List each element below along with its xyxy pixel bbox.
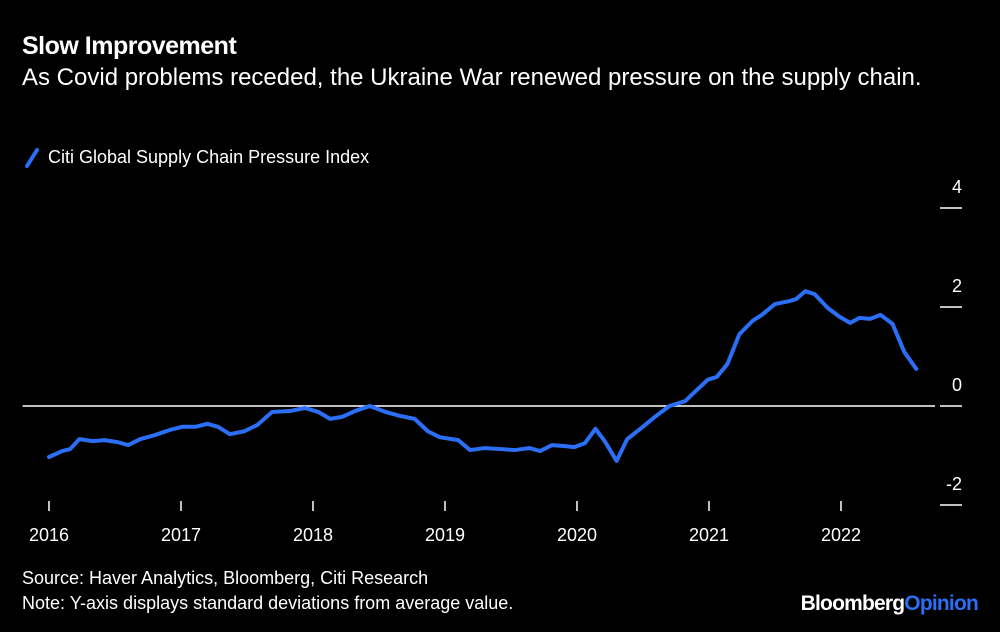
note: Note: Y-axis displays standard deviation…: [22, 593, 513, 613]
brand: BloombergOpinion: [801, 592, 978, 615]
y-tick-label: 4: [952, 177, 962, 197]
x-tick-label: 2016: [29, 525, 69, 545]
series-line: [47, 289, 919, 463]
legend-label: Citi Global Supply Chain Pressure Index: [48, 147, 369, 167]
y-tick-label: 2: [952, 276, 962, 296]
x-tick-label: 2022: [821, 525, 861, 545]
x-tick-label: 2017: [161, 525, 201, 545]
y-tick-label: 0: [952, 375, 962, 395]
source: Source: Haver Analytics, Bloomberg, Citi…: [22, 568, 428, 588]
chart-title: Slow Improvement: [22, 32, 237, 60]
brand-name: Bloomberg: [801, 592, 905, 615]
legend-swatch: [25, 148, 39, 168]
brand-accent: Opinion: [904, 592, 978, 615]
header: Slow Improvement As Covid problems reced…: [22, 30, 957, 94]
x-tick-label: 2018: [293, 525, 333, 545]
y-tick-label: -2: [946, 474, 962, 494]
chart-subtitle: As Covid problems receded, the Ukraine W…: [22, 64, 922, 91]
x-tick-label: 2019: [425, 525, 465, 545]
x-tick-label: 2020: [557, 525, 597, 545]
x-tick-label: 2021: [689, 525, 729, 545]
